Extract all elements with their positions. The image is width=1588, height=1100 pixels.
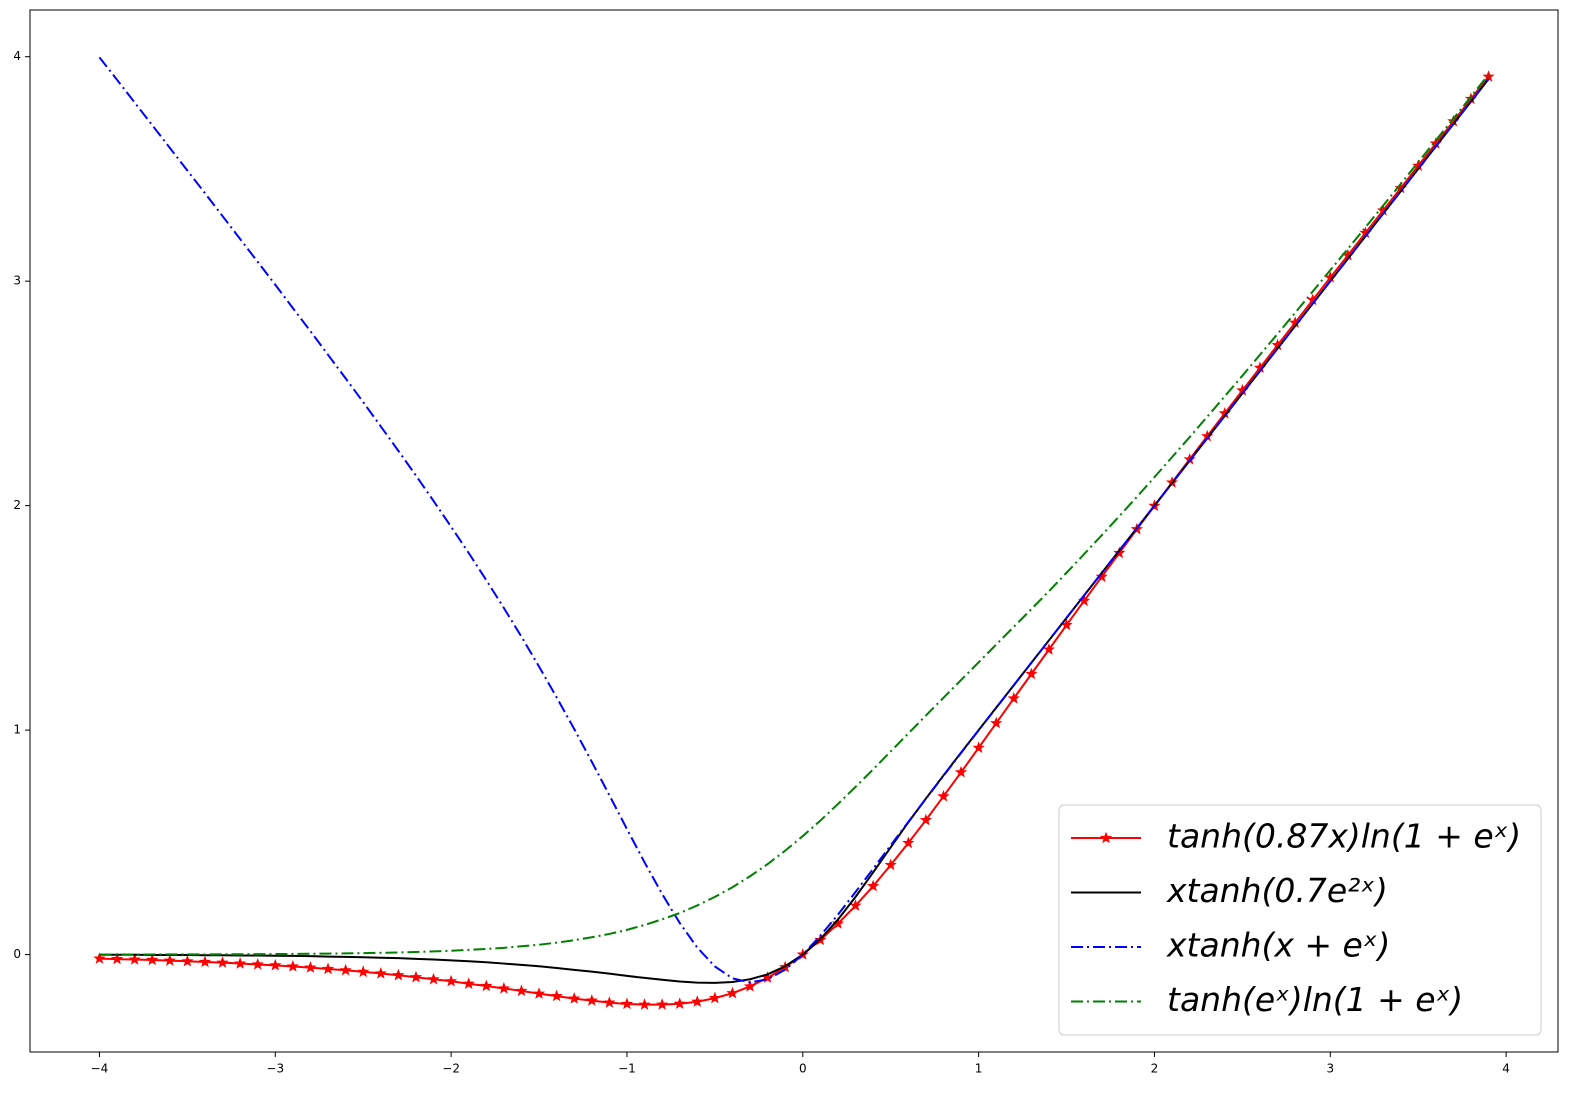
marker <box>849 899 862 911</box>
marker <box>726 986 739 999</box>
marker <box>515 984 528 997</box>
marker <box>497 982 510 994</box>
marker <box>163 954 176 966</box>
marker <box>568 992 581 1004</box>
marker <box>1042 643 1056 655</box>
marker <box>269 958 282 971</box>
marker <box>708 991 721 1004</box>
x-tick-label: −2 <box>442 1062 460 1076</box>
marker <box>480 979 493 992</box>
marker <box>321 962 335 975</box>
marker <box>357 965 370 978</box>
marker <box>146 953 159 966</box>
marker <box>638 998 651 1010</box>
marker <box>251 958 264 970</box>
series-line <box>98 56 1490 984</box>
marker <box>919 813 932 826</box>
marker <box>462 977 475 989</box>
marker <box>867 879 880 892</box>
marker <box>1007 692 1020 704</box>
marker <box>532 987 546 999</box>
marker <box>93 952 106 964</box>
marker <box>339 963 352 976</box>
marker <box>620 997 634 1010</box>
y-tick-label: 2 <box>13 498 21 512</box>
marker <box>445 974 458 987</box>
marker <box>1113 546 1126 559</box>
plot-frame <box>29 9 1559 1053</box>
marker <box>743 980 757 992</box>
marker <box>1025 667 1038 680</box>
marker <box>304 961 317 973</box>
marker <box>884 858 897 871</box>
legend-frame <box>1058 804 1542 1036</box>
y-tick-label: 3 <box>13 274 21 288</box>
marker <box>585 994 598 1006</box>
marker <box>427 972 440 985</box>
legend: tanh(0.87x)ln(1 + eˣ) xtanh(0.7e²ˣ) xtanh(… <box>1058 804 1542 1036</box>
legend-marker <box>1099 831 1113 844</box>
legend-label: xtanh(x + eˣ) <box>1166 926 1390 965</box>
legend-label: tanh(0.87x)ln(1 + eˣ) <box>1167 817 1521 856</box>
marker <box>550 989 563 1002</box>
marker <box>656 998 669 1010</box>
x-tick-label: 4 <box>1502 1062 1510 1076</box>
marker <box>691 995 704 1007</box>
y-tick-label: 1 <box>13 723 21 737</box>
y-tick-label: 0 <box>13 947 21 961</box>
legend-label: tanh(eˣ)ln(1 + eˣ) <box>1167 980 1463 1019</box>
marker <box>198 955 212 968</box>
y-tick-label: 4 <box>13 49 21 63</box>
marker <box>409 970 423 983</box>
marker <box>234 957 247 969</box>
x-tick-label: −3 <box>266 1062 284 1076</box>
marker <box>954 765 968 778</box>
x-tick-label: 2 <box>1151 1062 1159 1076</box>
marker <box>937 789 950 802</box>
marker <box>374 966 387 979</box>
marker <box>110 952 124 965</box>
marker <box>990 716 1003 729</box>
series-line <box>99 74 1490 956</box>
marker <box>831 917 845 929</box>
x-tick-label: 3 <box>1326 1062 1334 1076</box>
x-tick-label: −4 <box>91 1062 109 1076</box>
marker <box>902 836 915 849</box>
marker <box>392 968 405 981</box>
marker <box>673 997 686 1009</box>
marker <box>603 996 616 1008</box>
marker <box>181 954 194 967</box>
x-tick-label: −1 <box>618 1062 636 1076</box>
marker <box>1095 570 1108 582</box>
legend-label: xtanh(0.7e²ˣ) <box>1166 871 1388 910</box>
x-tick-label: 0 <box>799 1062 807 1076</box>
marker <box>972 741 985 754</box>
marker <box>286 960 299 972</box>
marker <box>216 956 229 968</box>
x-tick-label: 1 <box>975 1062 983 1076</box>
marker <box>128 953 141 965</box>
